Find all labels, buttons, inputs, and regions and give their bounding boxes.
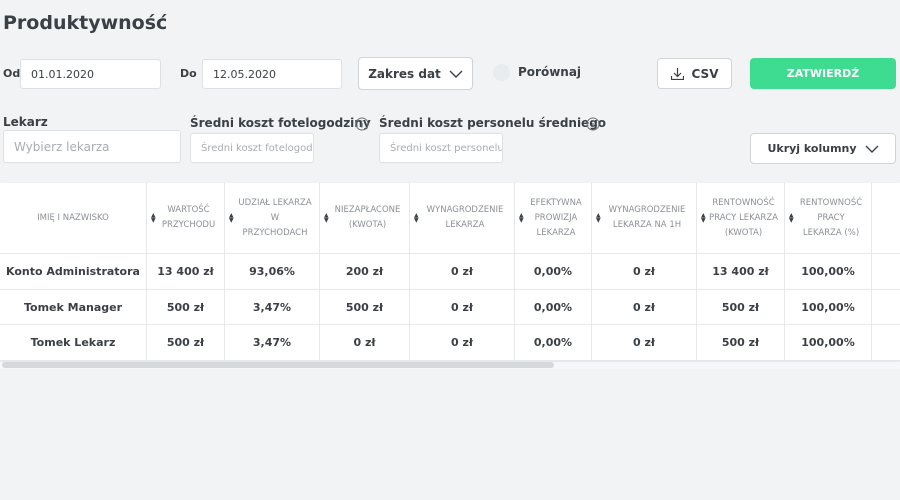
table-cell: Tomek Lekarz xyxy=(0,325,147,361)
sort-icon[interactable]: ▲ ▼ xyxy=(151,212,156,224)
hide-columns-button[interactable]: Ukryj kolumny xyxy=(750,133,896,164)
from-date-input[interactable]: 01.01.2020 xyxy=(20,59,161,89)
table-cell: 500 zł xyxy=(147,325,225,361)
table-cell xyxy=(872,290,900,325)
table-cell: 0,00% xyxy=(515,290,592,325)
table-cell: 0 zł xyxy=(592,254,697,290)
table-cell: 93,06% xyxy=(225,254,320,290)
compare-checkbox[interactable] xyxy=(493,64,510,81)
table-cell: 100,00% xyxy=(785,290,872,325)
table-cell: 0 zł xyxy=(410,325,515,361)
table-cell: 100,00% xyxy=(785,325,872,361)
chevron-icon xyxy=(449,70,463,78)
column-header[interactable]: WYNAGRODZENIE LEKARZA ▲ ▼ xyxy=(410,183,515,254)
table-cell: 13 400 zł xyxy=(697,254,785,290)
scrollbar-thumb[interactable] xyxy=(2,362,554,368)
staff-cost-label: Średni koszt personelu średniego xyxy=(379,116,607,130)
column-header[interactable]: WYNAGRODZENIE LEKARZA NA 1H ▲ ▼ xyxy=(592,183,697,254)
table-cell: 0 zł xyxy=(320,325,410,361)
sort-icon[interactable]: ▲ ▼ xyxy=(596,212,601,224)
staff-cost-input[interactable]: Średni koszt personelu średniego xyxy=(379,133,503,163)
table-cell: 13 400 zł xyxy=(147,254,225,290)
date-range-text: Zakres dat xyxy=(368,66,441,81)
column-header-text: RENTOWNOŚĆ PRACY LEKARZA (%) xyxy=(799,197,863,238)
column-header-text: RENTOWNOŚĆ PRACY LEKARZA (KWOTA) xyxy=(709,197,778,238)
column-header[interactable]: WARTOŚĆ PRZYCHODU ▲ ▼ xyxy=(147,183,225,254)
table-cell: 3,47% xyxy=(225,325,320,361)
sort-icon[interactable]: ▲ ▼ xyxy=(414,212,419,224)
csv-button[interactable]: CSV xyxy=(657,58,732,89)
submit-button[interactable]: ZATWIERDŹ xyxy=(750,58,896,89)
column-header-text: EFEKTYWNA PROWIZJA LEKARZA xyxy=(530,197,582,238)
table-cell: 0 zł xyxy=(410,290,515,325)
date-range-button[interactable]: Zakres dat xyxy=(358,57,473,90)
table-cell: 100,00% xyxy=(785,254,872,290)
table-cell: Tomek Manager xyxy=(0,290,147,325)
column-header-text: WYNAGRODZENIE LEKARZA xyxy=(426,205,504,230)
submit-text: ZATWIERDŹ xyxy=(786,67,860,80)
page-title: Produktywność xyxy=(3,12,168,34)
table-cell: 0,00% xyxy=(515,254,592,290)
download-icon xyxy=(670,67,684,80)
sort-icon[interactable]: ▲ ▼ xyxy=(229,212,234,224)
table-cell xyxy=(872,254,900,290)
column-header-text: WARTOŚĆ PRZYCHODU xyxy=(161,205,216,230)
column-header-text: IMIĘ I NAZWISKO xyxy=(37,212,109,223)
chevron-icon xyxy=(865,145,879,153)
table-cell: 3,47% xyxy=(225,290,320,325)
sort-icon[interactable]: ▲ ▼ xyxy=(789,212,794,224)
column-header-text: WYNAGRODZENIE LEKARZA NA 1H xyxy=(608,205,686,230)
column-header: IMIĘ I NAZWISKO xyxy=(0,183,147,254)
csv-text: CSV xyxy=(691,66,719,81)
info-icon xyxy=(586,117,600,131)
hide-columns-text: Ukryj kolumny xyxy=(767,142,857,155)
table-cell: 0 zł xyxy=(592,325,697,361)
info-icon xyxy=(355,117,369,131)
chair-cost-label: Średni koszt fotelogodziny xyxy=(190,116,371,130)
sort-icon[interactable]: ▲ ▼ xyxy=(701,212,706,224)
sort-icon[interactable]: ▲ ▼ xyxy=(519,212,524,224)
column-header[interactable]: UDZIAŁ LEKARZA W PRZYCHODACH ▲ ▼ xyxy=(225,183,320,254)
column-header-text: NIEZAPŁACONE (KWOTA) xyxy=(334,205,401,230)
table-cell: 0 zł xyxy=(410,254,515,290)
table-cell: 500 zł xyxy=(320,290,410,325)
table-cell xyxy=(872,325,900,361)
doctor-label: Lekarz xyxy=(3,115,48,129)
table-cell: Konto Administratora xyxy=(0,254,147,290)
from-label: Od xyxy=(3,67,21,80)
column-header[interactable]: RENTOWNOŚĆ PRACY LEKARZA (%) ▲ ▼ xyxy=(785,183,872,254)
to-date-input[interactable]: 12.05.2020 xyxy=(202,59,342,89)
table-cell: 200 zł xyxy=(320,254,410,290)
table-cell: 500 zł xyxy=(697,290,785,325)
sort-icon[interactable]: ▲ ▼ xyxy=(324,212,329,224)
column-header[interactable]: NIEZAPŁACONE (KWOTA) ▲ ▼ xyxy=(320,183,410,254)
table-cell: 0,00% xyxy=(515,325,592,361)
doctor-select[interactable]: Wybierz lekarza xyxy=(3,130,181,163)
column-header-text: UDZIAŁ LEKARZA W PRZYCHODACH xyxy=(238,197,312,238)
table-cell: 0 zł xyxy=(592,290,697,325)
column-header[interactable]: RENTOWNOŚĆ PRACY LEKARZA (KWOTA) ▲ ▼ xyxy=(697,183,785,254)
table-cell: 500 zł xyxy=(147,290,225,325)
data-table: IMIĘ I NAZWISKO WARTOŚĆ PRZYCHODU ▲ ▼ UDZIAŁ… xyxy=(0,183,900,361)
column-header[interactable]: EFEKTYWNA PROWIZJA LEKARZA ▲ ▼ xyxy=(515,183,592,254)
chair-cost-input[interactable]: Średni koszt fotelogodziny xyxy=(190,133,314,163)
table-cell: 500 zł xyxy=(697,325,785,361)
compare-label: Porównaj xyxy=(518,65,582,79)
column-header xyxy=(872,183,900,254)
to-label: Do xyxy=(180,67,197,80)
